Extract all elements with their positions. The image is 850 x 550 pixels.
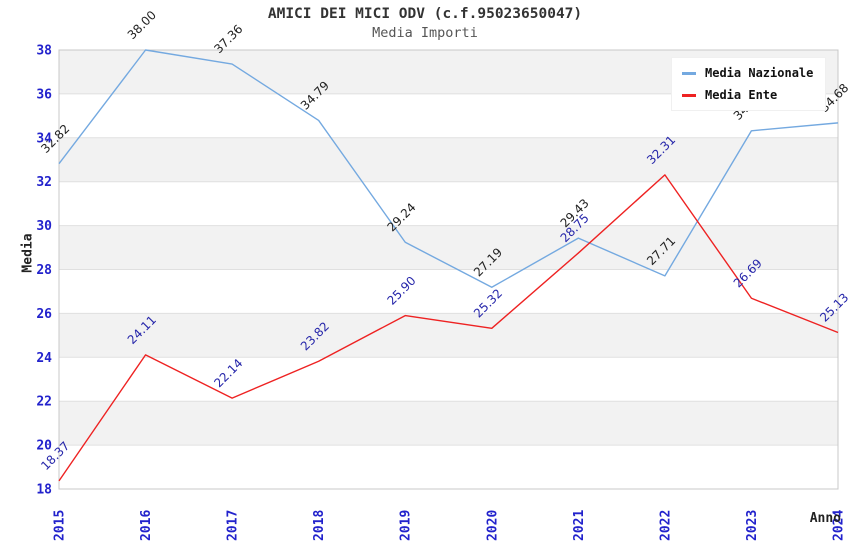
- y-tick-label: 30: [36, 219, 52, 234]
- series-line-ente: [58, 174, 839, 482]
- legend: Media Nazionale Media Ente: [671, 57, 827, 111]
- y-tick-label: 32: [36, 175, 52, 190]
- legend-item-nazionale: Media Nazionale: [682, 66, 813, 80]
- series-line-nazionale: [58, 49, 839, 288]
- legend-label: Media Ente: [705, 88, 778, 102]
- y-tick-label: 34: [36, 131, 52, 146]
- y-tick-label: 22: [36, 395, 52, 410]
- y-tick-label: 24: [36, 351, 52, 366]
- x-tick-label: 2024: [832, 510, 847, 541]
- x-tick-label: 2020: [485, 510, 500, 541]
- y-tick-label: 26: [36, 307, 52, 322]
- grid-band: [59, 313, 838, 358]
- y-tick-label: 20: [36, 439, 52, 454]
- x-tick-label: 2023: [745, 510, 760, 541]
- point-label-ente: 22.14: [211, 356, 245, 390]
- grid-band: [59, 401, 838, 446]
- x-tick-label: 2017: [226, 510, 241, 541]
- x-axis-title: Anno: [809, 511, 841, 526]
- legend-item-ente: Media Ente: [682, 88, 813, 102]
- x-tick-label: 2021: [572, 510, 587, 541]
- legend-line-swatch-nazionale: [682, 71, 696, 75]
- grid-band: [59, 225, 838, 270]
- chart-title: AMICI DEI MICI ODV (c.f.95023650047): [267, 6, 583, 22]
- y-tick-label: 18: [36, 483, 52, 498]
- legend-line-swatch-ente: [682, 93, 696, 97]
- x-tick-label: 2016: [139, 510, 154, 541]
- y-tick-label: 28: [36, 263, 52, 278]
- plot-border: [58, 49, 839, 490]
- grid-band: [59, 137, 838, 182]
- point-label-nazionale: 38.00: [125, 8, 159, 42]
- x-tick-label: 2022: [658, 510, 673, 541]
- x-tick-label: 2015: [53, 510, 68, 541]
- y-axis-title: Media: [20, 233, 36, 273]
- y-tick-label: 36: [36, 87, 52, 102]
- legend-label: Media Nazionale: [705, 66, 814, 80]
- chart-subtitle: Media Importi: [372, 25, 478, 41]
- x-tick-label: 2018: [312, 510, 327, 541]
- y-tick-label: 38: [36, 44, 52, 59]
- x-tick-label: 2019: [399, 510, 414, 541]
- point-label-ente: 25.90: [384, 274, 418, 308]
